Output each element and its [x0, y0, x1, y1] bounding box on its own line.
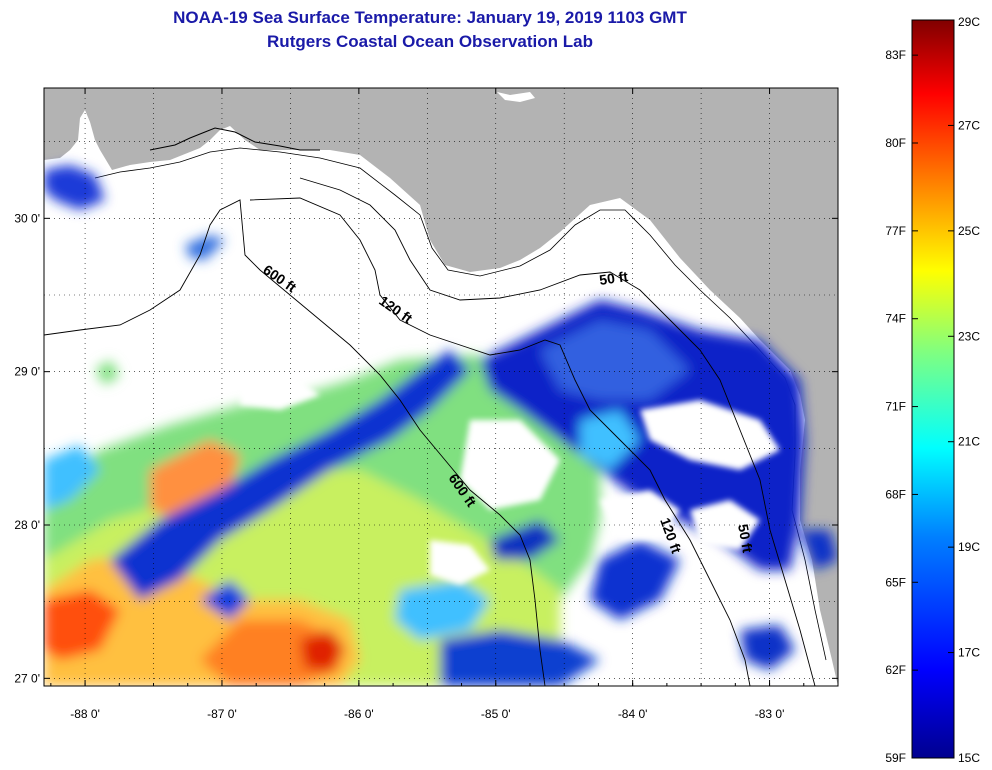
colorbar-c-label: 29C	[958, 15, 980, 29]
colorbar-f-label: 80F	[885, 136, 906, 150]
colorbar-c-label: 15C	[958, 751, 980, 765]
colorbar-c-label: 17C	[958, 646, 980, 660]
longitude-tick-label: -87 0'	[207, 707, 237, 721]
colorbar-f-label: 77F	[885, 224, 906, 238]
longitude-labels: -88 0' -87 0' -86 0' -85 0' -84 0' -83 0'	[50, 88, 839, 721]
colorbar-c-label: 21C	[958, 435, 980, 449]
colorbar-f-label: 62F	[885, 663, 906, 677]
sst-imagery	[44, 165, 838, 686]
coastline	[149, 127, 320, 151]
colorbar-f-label: 83F	[885, 48, 906, 62]
colorbar-gradient	[911, 19, 955, 759]
colorbar: 83F 80F 77F 74F 71F 68F 65F 62F 59F 29C 27C 25C 23C…	[885, 15, 980, 765]
colorbar-f-label: 65F	[885, 575, 906, 589]
latitude-tick-label: 29 0'	[14, 365, 40, 379]
colorbar-f-label: 68F	[885, 487, 906, 501]
isobath-contours	[44, 177, 816, 686]
map-subtitle: Rutgers Coastal Ocean Observation Lab	[267, 32, 593, 51]
contour-50ft	[299, 177, 816, 686]
colorbar-c-label: 23C	[958, 329, 980, 343]
colorbar-c-label: 27C	[958, 118, 980, 132]
latitude-tick-label: 30 0'	[14, 211, 40, 225]
longitude-tick-label: -88 0'	[70, 707, 100, 721]
longitude-tick-label: -85 0'	[481, 707, 511, 721]
colorbar-f-label: 71F	[885, 400, 906, 414]
colorbar-f-label: 74F	[885, 312, 906, 326]
map-title: NOAA-19 Sea Surface Temperature: January…	[173, 8, 687, 27]
contour-label: 50 ft	[735, 523, 756, 554]
contour-120ft	[249, 197, 751, 686]
latitude-tick-label: 27 0'	[14, 671, 40, 685]
longitude-tick-label: -83 0'	[755, 707, 785, 721]
longitude-tick-label: -86 0'	[344, 707, 374, 721]
colorbar-c-label: 25C	[958, 224, 980, 238]
map-border	[43, 87, 839, 687]
colorbar-fahrenheit-labels: 83F 80F 77F 74F 71F 68F 65F 62F 59F	[885, 48, 918, 765]
contour-600ft	[44, 199, 546, 686]
colorbar-celsius-labels: 29C 27C 25C 23C 21C 19C 17C 15C	[948, 15, 980, 765]
colorbar-f-label: 59F	[885, 751, 906, 765]
contour-label: 50 ft	[598, 268, 629, 288]
lake-feature	[497, 92, 535, 102]
latitude-labels: 30 0' 29 0' 28 0' 27 0'	[14, 211, 838, 685]
colorbar-c-label: 19C	[958, 540, 980, 554]
map-area	[44, 88, 838, 686]
longitude-tick-label: -84 0'	[618, 707, 648, 721]
latitude-tick-label: 28 0'	[14, 518, 40, 532]
